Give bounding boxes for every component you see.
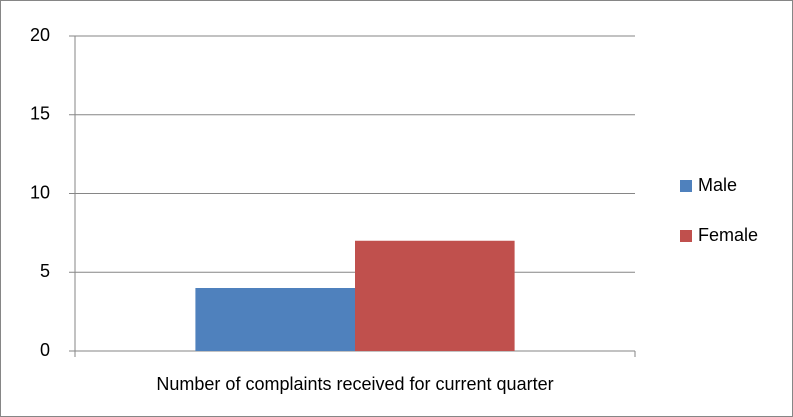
y-tick-label: 20 — [30, 25, 50, 45]
legend-label: Female — [698, 225, 758, 245]
bar — [355, 240, 515, 351]
legend-label: Male — [698, 175, 737, 195]
y-tick-label: 10 — [30, 182, 50, 202]
y-tick-label: 0 — [40, 340, 50, 360]
x-tick-label: Number of complaints received for curren… — [156, 374, 553, 394]
y-tick-label: 5 — [40, 261, 50, 281]
legend-swatch — [680, 180, 692, 192]
bar — [195, 288, 355, 351]
y-tick-label: 15 — [30, 104, 50, 124]
legend-swatch — [680, 230, 692, 242]
